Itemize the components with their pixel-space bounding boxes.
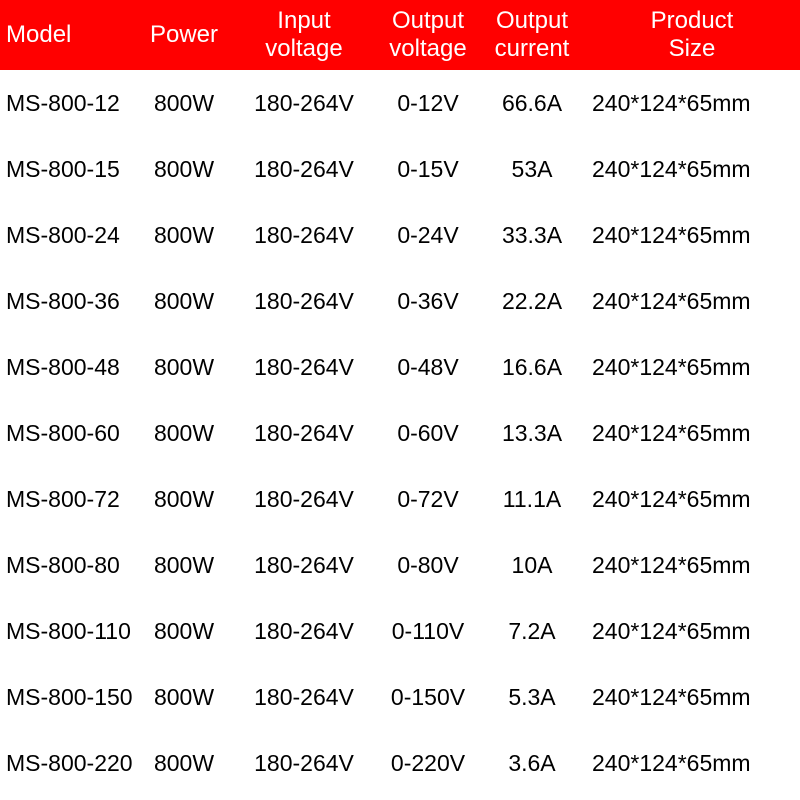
cell-iv: 180-264V (232, 400, 376, 466)
cell-size: 240*124*65mm (584, 136, 800, 202)
cell-model: MS-800-15 (0, 136, 136, 202)
cell-model: MS-800-48 (0, 334, 136, 400)
table-row: MS-800-150800W180-264V0-150V5.3A240*124*… (0, 664, 800, 730)
cell-power: 800W (136, 466, 232, 532)
cell-ov: 0-60V (376, 400, 480, 466)
cell-iv: 180-264V (232, 70, 376, 136)
cell-ov: 0-36V (376, 268, 480, 334)
cell-power: 800W (136, 268, 232, 334)
cell-model: MS-800-72 (0, 466, 136, 532)
cell-iv: 180-264V (232, 268, 376, 334)
cell-size: 240*124*65mm (584, 268, 800, 334)
col-header-model: Model (0, 0, 136, 70)
cell-ov: 0-24V (376, 202, 480, 268)
table-row: MS-800-110800W180-264V0-110V7.2A240*124*… (0, 598, 800, 664)
table-body: MS-800-12800W180-264V0-12V66.6A240*124*6… (0, 70, 800, 796)
cell-power: 800W (136, 400, 232, 466)
cell-oc: 3.6A (480, 730, 584, 796)
cell-oc: 10A (480, 532, 584, 598)
cell-iv: 180-264V (232, 466, 376, 532)
cell-power: 800W (136, 70, 232, 136)
cell-power: 800W (136, 136, 232, 202)
cell-power: 800W (136, 334, 232, 400)
cell-model: MS-800-36 (0, 268, 136, 334)
cell-ov: 0-110V (376, 598, 480, 664)
cell-oc: 33.3A (480, 202, 584, 268)
table-row: MS-800-15800W180-264V0-15V53A240*124*65m… (0, 136, 800, 202)
cell-model: MS-800-24 (0, 202, 136, 268)
cell-oc: 13.3A (480, 400, 584, 466)
spec-table: Model Power Inputvoltage Outputvoltage O… (0, 0, 800, 796)
col-header-output-voltage: Outputvoltage (376, 0, 480, 70)
cell-size: 240*124*65mm (584, 202, 800, 268)
cell-iv: 180-264V (232, 598, 376, 664)
cell-ov: 0-48V (376, 334, 480, 400)
cell-ov: 0-150V (376, 664, 480, 730)
cell-model: MS-800-220 (0, 730, 136, 796)
cell-oc: 11.1A (480, 466, 584, 532)
cell-iv: 180-264V (232, 664, 376, 730)
cell-ov: 0-220V (376, 730, 480, 796)
table-row: MS-800-80800W180-264V0-80V10A240*124*65m… (0, 532, 800, 598)
cell-oc: 66.6A (480, 70, 584, 136)
table-row: MS-800-60800W180-264V0-60V13.3A240*124*6… (0, 400, 800, 466)
cell-oc: 22.2A (480, 268, 584, 334)
cell-size: 240*124*65mm (584, 400, 800, 466)
table-header-row: Model Power Inputvoltage Outputvoltage O… (0, 0, 800, 70)
col-header-output-current: Outputcurrent (480, 0, 584, 70)
col-header-product-size: ProductSize (584, 0, 800, 70)
table-row: MS-800-36800W180-264V0-36V22.2A240*124*6… (0, 268, 800, 334)
table-row: MS-800-48800W180-264V0-48V16.6A240*124*6… (0, 334, 800, 400)
table-row: MS-800-72800W180-264V0-72V11.1A240*124*6… (0, 466, 800, 532)
cell-size: 240*124*65mm (584, 466, 800, 532)
cell-size: 240*124*65mm (584, 598, 800, 664)
cell-power: 800W (136, 730, 232, 796)
cell-iv: 180-264V (232, 730, 376, 796)
cell-power: 800W (136, 202, 232, 268)
cell-model: MS-800-150 (0, 664, 136, 730)
cell-ov: 0-72V (376, 466, 480, 532)
cell-power: 800W (136, 598, 232, 664)
col-header-input-voltage: Inputvoltage (232, 0, 376, 70)
cell-ov: 0-80V (376, 532, 480, 598)
cell-power: 800W (136, 664, 232, 730)
cell-size: 240*124*65mm (584, 664, 800, 730)
cell-ov: 0-15V (376, 136, 480, 202)
table-row: MS-800-12800W180-264V0-12V66.6A240*124*6… (0, 70, 800, 136)
cell-power: 800W (136, 532, 232, 598)
cell-size: 240*124*65mm (584, 334, 800, 400)
cell-oc: 16.6A (480, 334, 584, 400)
cell-iv: 180-264V (232, 202, 376, 268)
cell-model: MS-800-80 (0, 532, 136, 598)
cell-iv: 180-264V (232, 334, 376, 400)
cell-model: MS-800-60 (0, 400, 136, 466)
cell-model: MS-800-12 (0, 70, 136, 136)
cell-size: 240*124*65mm (584, 70, 800, 136)
cell-size: 240*124*65mm (584, 532, 800, 598)
table-row: MS-800-24800W180-264V0-24V33.3A240*124*6… (0, 202, 800, 268)
cell-oc: 5.3A (480, 664, 584, 730)
table-row: MS-800-220800W180-264V0-220V3.6A240*124*… (0, 730, 800, 796)
col-header-power: Power (136, 0, 232, 70)
cell-size: 240*124*65mm (584, 730, 800, 796)
cell-oc: 7.2A (480, 598, 584, 664)
cell-model: MS-800-110 (0, 598, 136, 664)
cell-iv: 180-264V (232, 532, 376, 598)
cell-ov: 0-12V (376, 70, 480, 136)
cell-iv: 180-264V (232, 136, 376, 202)
cell-oc: 53A (480, 136, 584, 202)
